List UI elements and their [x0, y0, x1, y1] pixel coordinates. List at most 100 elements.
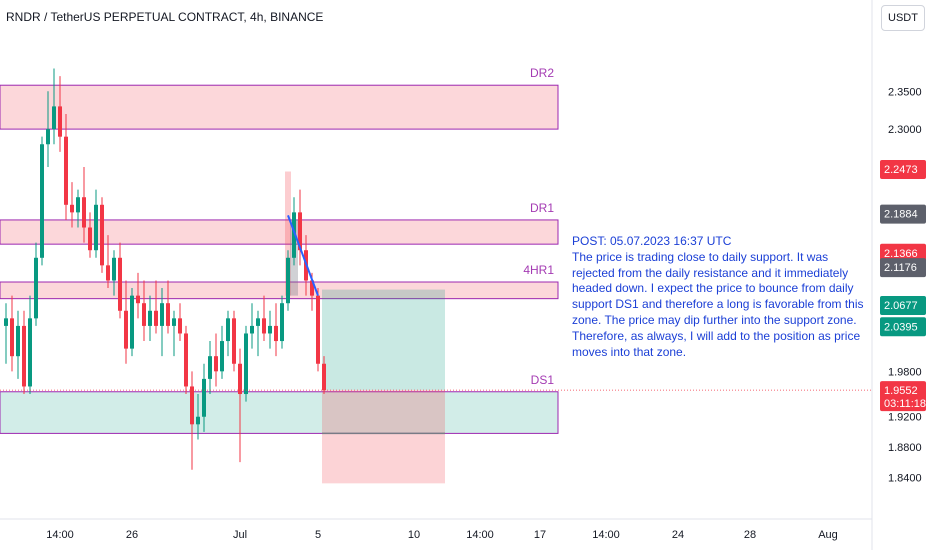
candle-body	[292, 212, 296, 258]
price-tick-label: 1.8400	[888, 472, 922, 484]
candle-body	[130, 295, 134, 349]
candle-body	[70, 204, 74, 213]
time-tick-label: 10	[408, 529, 420, 541]
time-tick-label: Aug	[818, 529, 838, 541]
price-badge-label: 1.9552	[884, 385, 918, 397]
candle-body	[172, 318, 176, 326]
candle-body	[52, 106, 56, 130]
candle-body	[184, 333, 188, 387]
price-tick-label: 2.3500	[888, 86, 922, 98]
price-tick-label: 1.9200	[888, 412, 922, 424]
time-tick-label: 5	[315, 529, 321, 541]
candle-body	[64, 136, 68, 205]
candle-body	[262, 318, 266, 334]
chart-title: RNDR / TetherUS PERPETUAL CONTRACT, 4h, …	[6, 10, 324, 24]
candle-body	[280, 303, 284, 342]
candle-body	[322, 363, 326, 391]
candle-body	[202, 378, 206, 417]
price-badge	[880, 295, 926, 315]
candle-body	[256, 318, 260, 326]
candle-body	[244, 333, 248, 395]
candle-body	[208, 356, 212, 379]
price-badge-label: 2.2473	[884, 164, 918, 176]
candle-body	[4, 318, 8, 326]
time-tick-label: 14:00	[46, 529, 74, 541]
zone-label-4hr1: 4HR1	[523, 263, 554, 277]
candle-body	[238, 363, 242, 395]
position-stop-area	[322, 390, 445, 484]
time-tick-label: 14:00	[466, 529, 494, 541]
candle-body	[22, 325, 26, 387]
position-target-area	[322, 289, 445, 391]
price-badge	[880, 204, 926, 224]
candle-body	[190, 386, 194, 425]
candle-body	[34, 257, 38, 319]
price-badge	[880, 258, 926, 278]
candle-body	[268, 325, 272, 334]
candle-body	[226, 318, 230, 342]
price-tick-label: 1.9800	[888, 366, 922, 378]
candle-body	[76, 197, 80, 213]
candle-body	[82, 197, 86, 228]
price-badge-label: 2.0677	[884, 300, 918, 312]
price-badge	[880, 381, 926, 412]
candle-body	[136, 295, 140, 304]
price-badge	[880, 243, 926, 263]
candle-body	[148, 310, 152, 326]
price-badge-label: 2.0395	[884, 321, 918, 333]
price-badge	[880, 159, 926, 179]
candle-body	[142, 303, 146, 326]
analysis-note: POST: 05.07.2023 16:37 UTC The price is …	[572, 234, 864, 360]
candle-body	[58, 106, 62, 137]
candle-body	[118, 257, 122, 311]
candle-body	[310, 280, 314, 296]
candle-body	[16, 325, 20, 357]
price-badge-label: 2.1884	[884, 209, 918, 221]
price-tick-label: 1.8800	[888, 442, 922, 454]
zone-dr1	[0, 219, 559, 245]
candle-body	[88, 227, 92, 251]
currency-selector[interactable]: USDT	[881, 5, 925, 31]
candle-highlight	[285, 171, 291, 296]
candle-body	[10, 318, 14, 357]
time-tick-label: Jul	[233, 529, 247, 541]
candle-body	[220, 341, 224, 372]
candle-body	[166, 303, 170, 326]
candle-body	[100, 204, 104, 266]
zone-label-dr2: DR2	[530, 66, 554, 80]
candle-body	[106, 265, 110, 281]
price-badge-label: 2.1366	[884, 248, 918, 260]
zone-label-ds1: DS1	[531, 373, 555, 387]
note-text: POST: 05.07.2023 16:37 UTC The price is …	[572, 234, 864, 359]
candle-body	[232, 318, 236, 364]
price-badge	[880, 317, 926, 337]
candle-body	[316, 295, 320, 364]
candle-body	[94, 204, 98, 251]
time-tick-label: 28	[744, 529, 756, 541]
candle-body	[154, 310, 158, 326]
candle-body	[112, 257, 116, 281]
zone-dr2	[0, 84, 559, 130]
time-tick-label: 24	[672, 529, 684, 541]
trend-line	[287, 215, 319, 296]
candle-body	[286, 257, 290, 304]
candle-body	[196, 416, 200, 425]
time-tick-label: 17	[534, 529, 546, 541]
candle-body	[298, 212, 302, 251]
time-tick-label: 14:00	[592, 529, 620, 541]
zone-label-dr1: DR1	[530, 201, 554, 215]
price-tick-label: 2.3000	[888, 124, 922, 136]
zone-4hr1	[0, 281, 559, 300]
candle-body	[274, 325, 278, 342]
candle-body	[250, 325, 254, 334]
candle-body	[214, 356, 218, 372]
candle-body	[160, 303, 164, 326]
time-tick-label: 26	[126, 529, 138, 541]
price-badge-label: 2.1176	[884, 262, 917, 274]
candle-body	[46, 129, 50, 145]
candle-body	[124, 310, 128, 349]
countdown-label: 03:11:18	[884, 398, 926, 410]
zone-ds1	[0, 391, 559, 434]
candle-body	[28, 318, 32, 387]
